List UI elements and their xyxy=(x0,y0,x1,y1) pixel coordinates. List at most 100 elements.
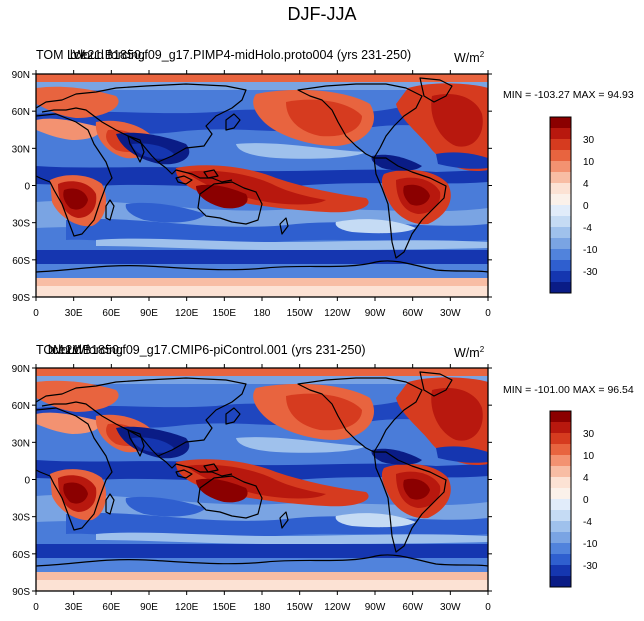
colorbar-swatch xyxy=(550,161,571,173)
colorbar-swatch xyxy=(550,282,571,294)
x-tick-label: 90E xyxy=(140,602,158,613)
panel1-title-case: b.e21.B1850.f09_g17.PIMP4-midHolo.proto0… xyxy=(70,48,412,62)
panel2-minmax: MIN = -101.00 MAX = 96.54 xyxy=(503,384,634,396)
y-tick-label: 90S xyxy=(12,587,30,598)
colorbar-swatch xyxy=(550,532,571,544)
colorbar-swatch xyxy=(550,488,571,500)
colorbar-label: 30 xyxy=(583,135,595,146)
x-tick-label: 0 xyxy=(485,308,491,319)
colorbar-label: 10 xyxy=(583,157,595,168)
colorbar-label: 0 xyxy=(583,495,589,506)
colorbar-swatch xyxy=(550,444,571,456)
x-tick-label: 30W xyxy=(440,602,461,613)
y-tick-label: 30N xyxy=(12,144,30,155)
colorbar-swatch xyxy=(550,227,571,239)
colorbar-swatch xyxy=(550,271,571,283)
colorbar-swatch xyxy=(550,194,571,206)
x-tick-label: 30E xyxy=(65,602,83,613)
colorbar-label: 10 xyxy=(583,451,595,462)
x-tick-label: 0 xyxy=(33,602,39,613)
panel1-title-field: cloud forcing xyxy=(74,48,145,62)
colorbar-label: -10 xyxy=(583,539,598,550)
x-tick-label: 30W xyxy=(440,308,461,319)
colorbar-label: 4 xyxy=(583,473,589,484)
colorbar-swatch xyxy=(550,249,571,261)
colorbar-swatch xyxy=(550,172,571,184)
colorbar-swatch xyxy=(550,205,571,217)
y-tick-label: 90N xyxy=(12,70,30,81)
colorbar-swatch xyxy=(550,576,571,588)
colorbar-label: -4 xyxy=(583,517,592,528)
panel1-units: W/m2 xyxy=(454,50,485,66)
x-tick-label: 150W xyxy=(287,308,314,319)
panel1-title-overlap: TOM LW b.e21.B1850.f09_g17.PIMP4-midHolo… xyxy=(0,48,470,64)
colorbar-label: -10 xyxy=(583,245,598,256)
x-tick-label: 120W xyxy=(324,308,351,319)
x-tick-label: 60W xyxy=(402,602,423,613)
colorbar-swatch xyxy=(550,128,571,140)
colorbar-label: 30 xyxy=(583,429,595,440)
panel2-title-overlap: TOM LW b.e21.B1850.f09_g17.CMIP6-piContr… xyxy=(0,343,470,359)
x-tick-label: 90E xyxy=(140,308,158,319)
x-tick-label: 150W xyxy=(287,602,314,613)
panel2-title-variable: TOM LW xyxy=(36,343,85,357)
y-tick-label: 30S xyxy=(12,513,30,524)
colorbar-swatch xyxy=(550,565,571,577)
x-tick-label: 150E xyxy=(213,308,237,319)
y-tick-label: 30N xyxy=(12,438,30,449)
panel2-title-case: b.e21.B1850.f09_g17.CMIP6-piControl.001 … xyxy=(48,343,366,357)
x-tick-label: 0 xyxy=(33,308,39,319)
colorbar-label: -30 xyxy=(583,267,598,278)
panel1-map xyxy=(35,73,489,298)
colorbar-swatch xyxy=(550,477,571,489)
y-tick-label: 0 xyxy=(24,476,30,487)
y-tick-label: 90S xyxy=(12,293,30,304)
x-tick-label: 120W xyxy=(324,602,351,613)
panel2-title-field: cloud forcing xyxy=(52,343,123,357)
colorbar-swatch xyxy=(550,543,571,555)
colorbar-swatch xyxy=(550,554,571,566)
colorbar-layer: 30 10 4 0 -4 -10 -30 30 10 4 0 -4 -10 -30 xyxy=(549,116,598,588)
y-tick-label: 60S xyxy=(12,256,30,267)
colorbar-label: -4 xyxy=(583,223,592,234)
x-tick-label: 60W xyxy=(402,308,423,319)
x-tick-label: 120E xyxy=(175,602,199,613)
colorbar-frame xyxy=(549,410,572,588)
colorbar-swatch xyxy=(550,183,571,195)
colorbar-swatch xyxy=(550,117,571,129)
panel1-minmax: MIN = -103.27 MAX = 94.93 xyxy=(503,89,634,101)
x-tick-label: 90W xyxy=(365,602,386,613)
x-tick-label: 150E xyxy=(213,602,237,613)
colorbar-swatch xyxy=(550,139,571,151)
colorbar-frame xyxy=(549,116,572,294)
colorbar-swatch xyxy=(550,499,571,511)
colorbar-swatch xyxy=(550,455,571,467)
y-tick-label: 60N xyxy=(12,401,30,412)
x-tick-label: 60E xyxy=(102,308,120,319)
panel1-title-variable: TOM LW xyxy=(36,48,85,62)
y-tick-label: 90N xyxy=(12,364,30,375)
y-tick-label: 60N xyxy=(12,107,30,118)
colorbar-swatch xyxy=(550,216,571,228)
x-tick-label: 30E xyxy=(65,308,83,319)
colorbar-swatch xyxy=(550,411,571,423)
y-tick-label: 60S xyxy=(12,550,30,561)
y-tick-label: 0 xyxy=(24,182,30,193)
colorbar-label: -30 xyxy=(583,561,598,572)
colorbar-swatch xyxy=(550,238,571,250)
colorbar-label: 4 xyxy=(583,179,589,190)
colorbar-swatch xyxy=(550,521,571,533)
x-tick-label: 90W xyxy=(365,308,386,319)
colorbar-swatch xyxy=(550,510,571,522)
x-tick-label: 0 xyxy=(485,602,491,613)
figure-title: DJF-JJA xyxy=(287,4,357,24)
panel2-map xyxy=(35,367,489,592)
colorbar-label: 0 xyxy=(583,201,589,212)
x-tick-label: 180 xyxy=(254,308,271,319)
colorbar-swatch xyxy=(550,260,571,272)
colorbar-swatch xyxy=(550,466,571,478)
colorbar-swatch xyxy=(550,422,571,434)
colorbar-swatch xyxy=(550,150,571,162)
y-tick-label: 30S xyxy=(12,219,30,230)
